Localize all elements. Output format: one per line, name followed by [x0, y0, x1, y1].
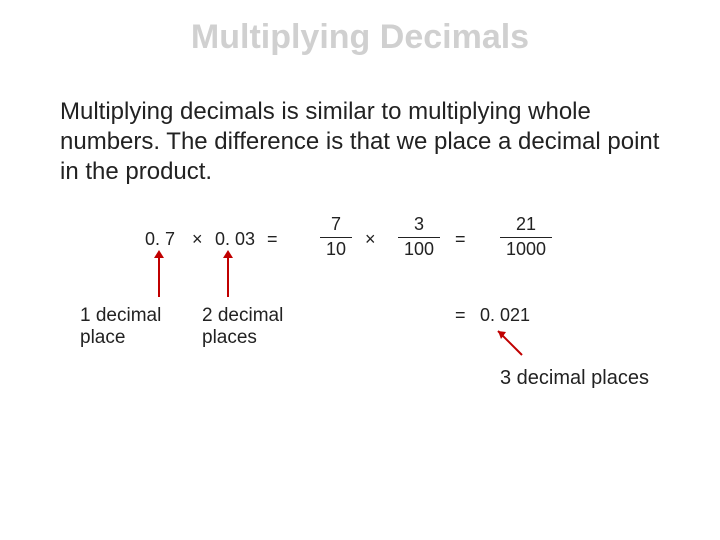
fraction-3-num: 21 [510, 215, 542, 237]
fraction-2: 3 100 [398, 215, 440, 260]
intro-paragraph: Multiplying decimals is similar to multi… [0, 57, 720, 187]
times-1: × [192, 229, 203, 250]
page-title: Multiplying Decimals [0, 0, 720, 57]
times-2: × [365, 229, 376, 250]
arrow-up-1 [158, 257, 160, 297]
factor-a: 0. 7 [145, 229, 175, 250]
fraction-3-den: 1000 [500, 237, 552, 260]
fraction-3: 21 1000 [500, 215, 552, 260]
equals-1: = [267, 229, 278, 250]
label-2-decimal-places: 2 decimal places [202, 305, 283, 349]
label-3-decimal-places: 3 decimal places [500, 367, 649, 390]
result: 0. 021 [480, 305, 530, 326]
fraction-1-num: 7 [325, 215, 347, 237]
fraction-1: 7 10 [320, 215, 352, 260]
arrow-down-icon [490, 327, 530, 359]
fraction-2-den: 100 [398, 237, 440, 260]
fraction-2-num: 3 [408, 215, 430, 237]
worked-example: 0. 7 × 0. 03 = 7 10 × 3 100 = 21 1000 1 … [0, 187, 720, 487]
equals-2: = [455, 229, 466, 250]
label-1-decimal-place: 1 decimal place [80, 305, 161, 349]
factor-b: 0. 03 [215, 229, 255, 250]
equals-3: = [455, 305, 466, 326]
arrow-up-2 [227, 257, 229, 297]
fraction-1-den: 10 [320, 237, 352, 260]
